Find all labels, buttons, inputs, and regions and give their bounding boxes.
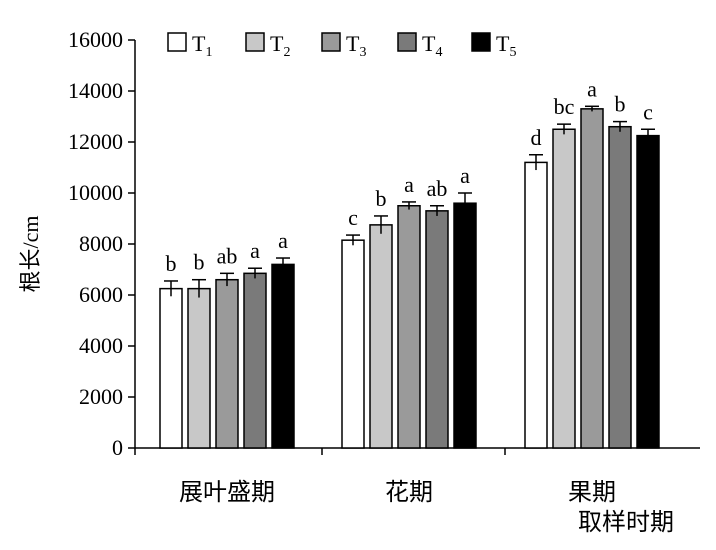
bar <box>397 205 421 449</box>
legend-item: T4 <box>397 31 442 60</box>
significance-label: a <box>587 76 597 101</box>
bar <box>552 128 576 449</box>
significance-label: d <box>531 125 542 150</box>
significance-label: b <box>615 92 626 117</box>
significance-label: bc <box>554 94 575 119</box>
significance-label: a <box>460 163 470 188</box>
y-tick-label: 12000 <box>68 129 123 154</box>
significance-label: b <box>194 250 205 275</box>
significance-label: c <box>348 205 358 230</box>
y-tick-label: 8000 <box>79 231 123 256</box>
significance-label: ab <box>427 176 448 201</box>
y-tick-label: 2000 <box>79 384 123 409</box>
legend: T1 T2 T3 T4 T5 <box>167 31 516 60</box>
significance-label: b <box>166 251 177 276</box>
significance-label: a <box>250 238 260 263</box>
bar <box>636 134 660 449</box>
bar <box>187 287 211 449</box>
legend-swatch <box>471 32 491 52</box>
y-axis-title: 根长/cm <box>18 216 43 293</box>
bar <box>215 278 239 449</box>
x-category-label: 果期 <box>568 480 616 506</box>
legend-swatch <box>321 32 341 52</box>
legend-label: T4 <box>422 31 442 60</box>
bar <box>369 224 393 449</box>
legend-label: T5 <box>496 31 516 60</box>
x-category-label: 花期 <box>385 479 433 506</box>
legend-label-subscript: 5 <box>509 45 516 60</box>
y-tick-label: 16000 <box>68 27 123 52</box>
x-category-label: 展叶盛期 <box>179 479 275 506</box>
significance-label: b <box>376 186 387 211</box>
bar <box>608 125 632 449</box>
y-tick-label: 4000 <box>79 333 123 358</box>
bar <box>159 287 183 449</box>
legend-item: T2 <box>245 31 290 60</box>
bar <box>425 210 449 449</box>
legend-label-subscript: 4 <box>435 45 442 60</box>
x-axis-title: 取样时期 <box>578 509 674 536</box>
legend-item: T5 <box>471 31 516 60</box>
bar <box>243 272 267 449</box>
significance-label: c <box>643 99 653 124</box>
bar <box>580 108 604 449</box>
legend-item: T3 <box>321 31 366 60</box>
legend-label: T1 <box>192 31 212 60</box>
legend-swatch <box>397 32 417 52</box>
y-tick-label: 10000 <box>68 180 123 205</box>
legend-label-subscript: 1 <box>205 45 212 60</box>
legend-swatch <box>245 32 265 52</box>
legend-label: T2 <box>270 31 290 60</box>
significance-label: a <box>404 172 414 197</box>
bars <box>159 105 660 449</box>
bar <box>271 263 295 449</box>
legend-swatch <box>167 32 187 52</box>
y-tick-label: 6000 <box>79 282 123 307</box>
significance-label: ab <box>217 243 238 268</box>
legend-item: T1 <box>167 31 212 60</box>
y-tick-label: 0 <box>112 435 123 460</box>
legend-label: T3 <box>346 31 366 60</box>
bar <box>524 161 548 449</box>
significance-label: a <box>278 228 288 253</box>
y-tick-label: 14000 <box>68 78 123 103</box>
bar <box>341 239 365 449</box>
axes: 0 2000 4000 6000 8000 10000 12000 14000 16000 <box>68 27 700 460</box>
legend-label-subscript: 3 <box>359 45 366 60</box>
legend-label-subscript: 2 <box>283 45 290 60</box>
bar <box>453 202 477 449</box>
